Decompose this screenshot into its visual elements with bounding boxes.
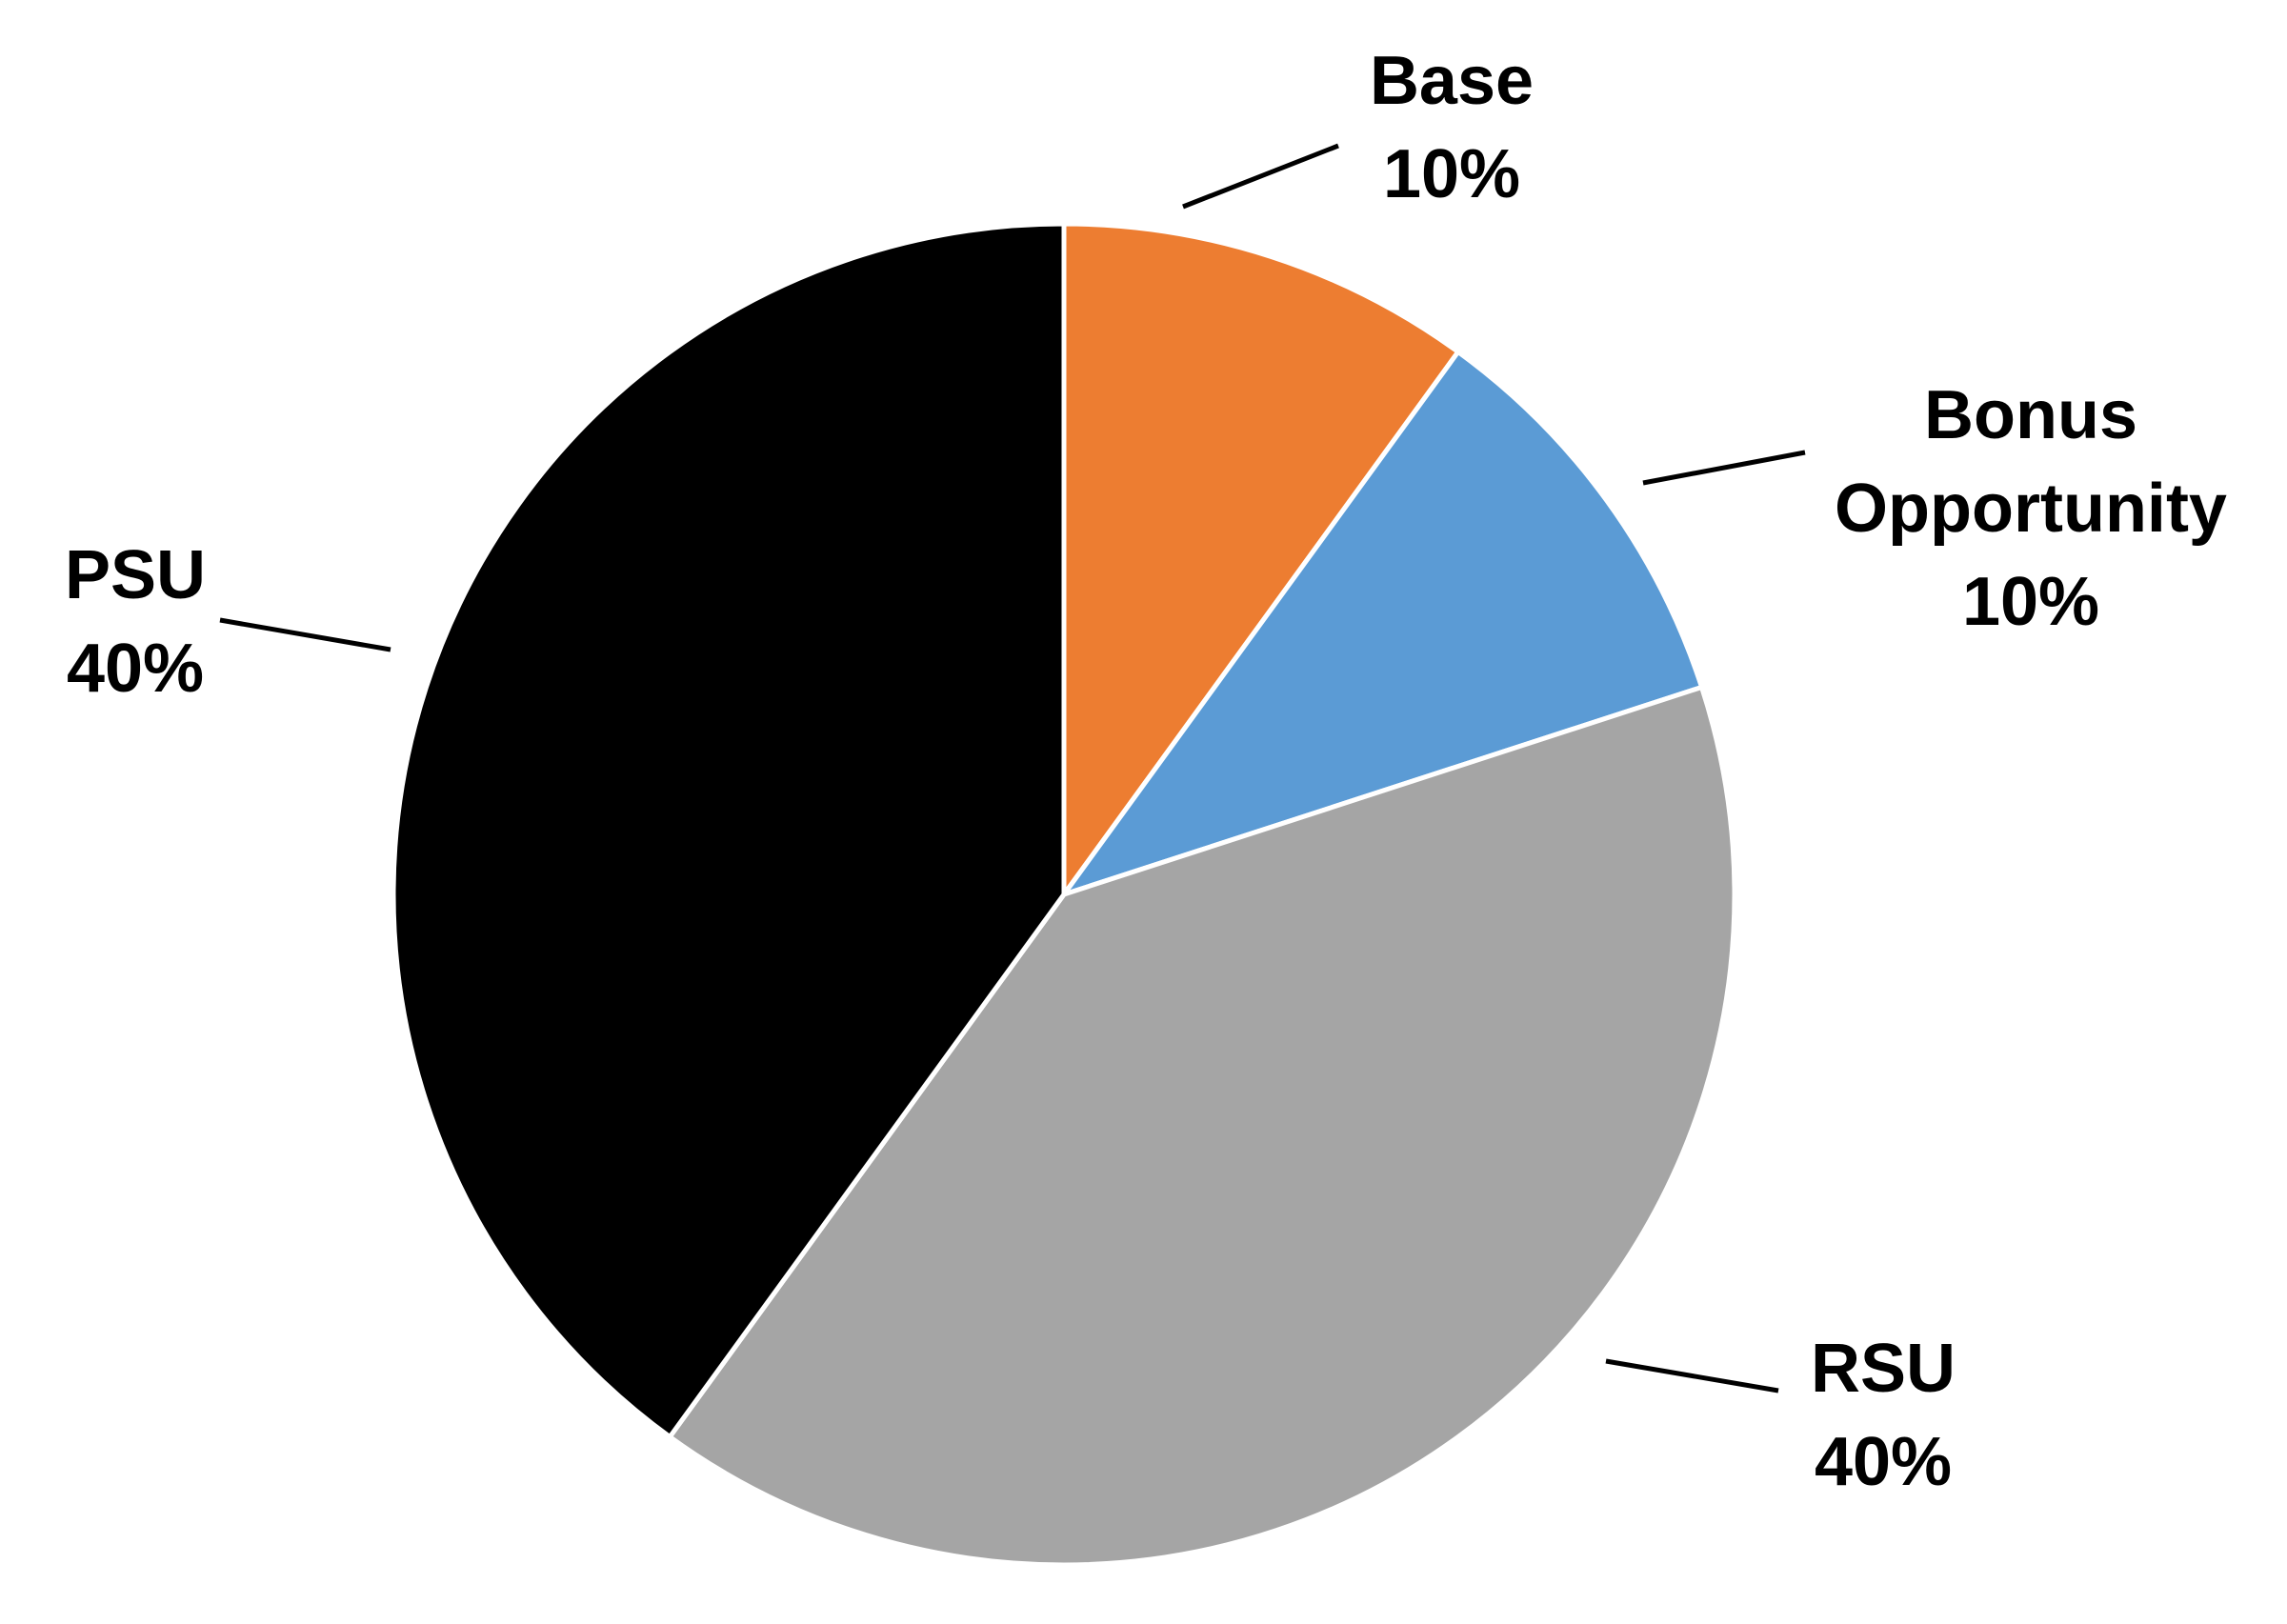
value-label: 40% xyxy=(66,631,205,707)
leader-line xyxy=(1605,1358,1779,1393)
slice-label: Bonus Opportunity 10% xyxy=(1812,369,2250,649)
value-label: 10% xyxy=(1961,564,2100,640)
slice-label: Base 10% xyxy=(1233,34,1671,221)
slice-label: PSU 40% xyxy=(0,529,354,715)
pie-slice xyxy=(1061,221,1461,897)
category-label: Bonus Opportunity xyxy=(1835,377,2227,547)
pie-slice xyxy=(667,684,1737,1568)
category-label: Base xyxy=(1369,43,1535,119)
pie-slice xyxy=(1061,349,1705,897)
leader-line xyxy=(1642,450,1806,486)
leader-line xyxy=(1182,143,1339,210)
value-label: 10% xyxy=(1382,136,1521,212)
pie-slice xyxy=(391,221,1067,1440)
value-label: 40% xyxy=(1814,1424,1953,1500)
category-label: PSU xyxy=(64,537,207,613)
leader-line xyxy=(219,617,391,652)
category-label: RSU xyxy=(1810,1331,1956,1407)
slice-label: RSU 40% xyxy=(1664,1322,2102,1509)
